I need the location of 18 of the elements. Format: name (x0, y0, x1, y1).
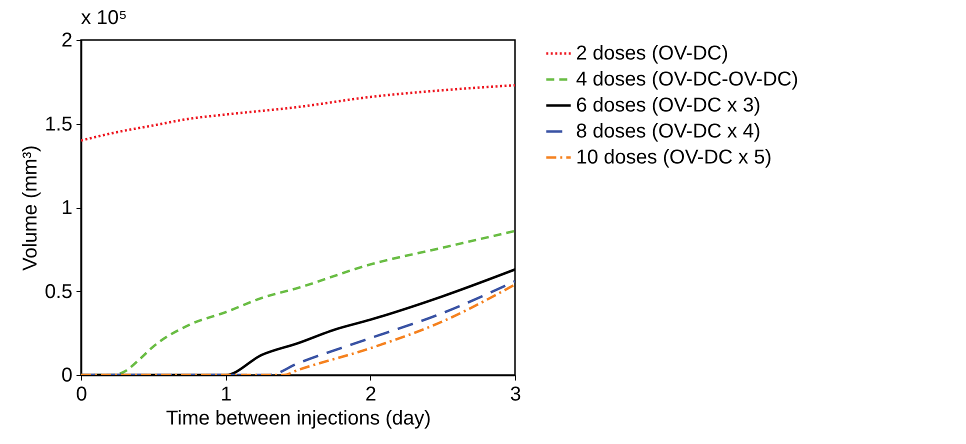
y-tick-label: 2 (61, 30, 72, 52)
legend-label: 2 doses (OV-DC) (576, 42, 728, 64)
x-tick-label: 1 (220, 384, 232, 406)
y-tick-label: 0 (61, 364, 72, 386)
text: x 10⁵ (81, 7, 128, 29)
x-tick-label: 0 (76, 384, 88, 406)
x-tick-label: 2 (365, 384, 376, 406)
x-tick-label: 3 (510, 384, 522, 406)
legend-label: 10 doses (OV-DC x 5) (576, 146, 772, 168)
legend-label: 8 doses (OV-DC x 4) (576, 120, 761, 142)
line-series (81, 84, 515, 142)
x-axis-title: Time between injections (day) (166, 408, 431, 430)
y-tick-label: 0.5 (44, 280, 72, 303)
legend-label: 4 doses (OV-DC-OV-DC) (576, 68, 798, 90)
y-tick-label: 1 (61, 197, 72, 219)
legend-label: 6 doses (OV-DC x 3) (576, 94, 761, 116)
y-tick-label: 1.5 (44, 113, 72, 136)
y-axis-title: Volume (mm³) (20, 145, 42, 271)
